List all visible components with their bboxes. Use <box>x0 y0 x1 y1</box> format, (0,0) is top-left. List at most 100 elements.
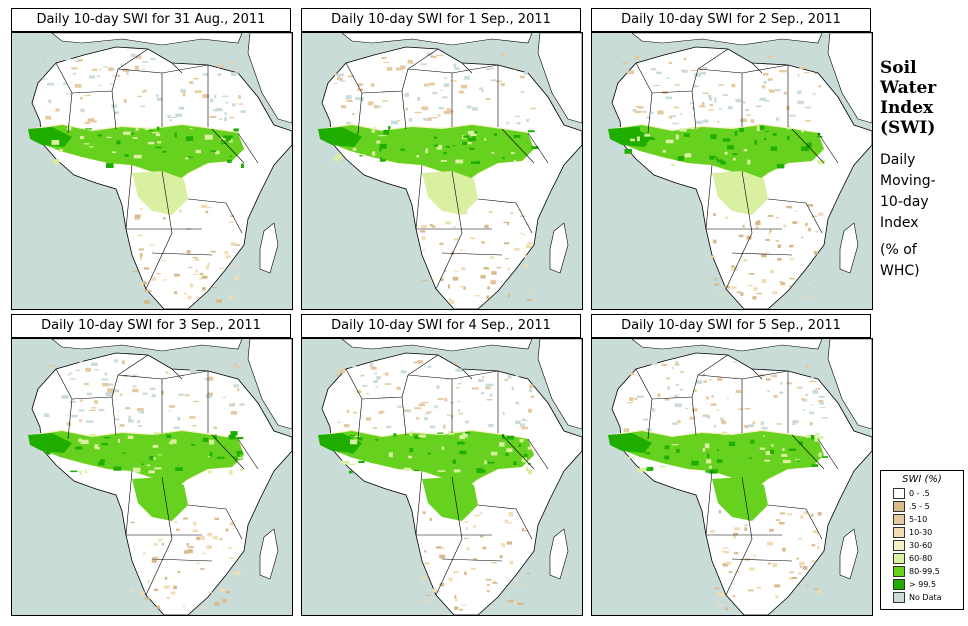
wet-patch <box>472 135 476 139</box>
dry-patch <box>503 603 509 606</box>
dry-patch <box>134 65 139 70</box>
dry-patch <box>471 107 478 111</box>
dry-patch <box>113 359 118 363</box>
dry-patch <box>74 84 82 88</box>
dry-patch <box>144 289 150 292</box>
dry-patch <box>163 585 170 589</box>
dry-patch <box>485 387 491 390</box>
dry-patch <box>137 234 143 237</box>
dry-patch <box>405 107 408 111</box>
dry-patch <box>338 369 346 374</box>
dry-patch <box>71 67 78 70</box>
dry-patch <box>421 279 428 281</box>
dry-patch <box>717 120 720 123</box>
dry-patch <box>137 408 144 412</box>
dry-patch <box>755 226 759 230</box>
wet-patch <box>227 159 232 163</box>
dry-patch <box>345 95 352 100</box>
dry-patch <box>396 386 401 390</box>
wet-patch <box>106 136 112 138</box>
dry-patch <box>499 55 504 57</box>
dry-patch <box>674 394 678 398</box>
wet-patch <box>85 128 93 130</box>
wet-patch <box>209 439 215 445</box>
wet-patch <box>645 452 651 455</box>
wet-patch <box>513 461 517 466</box>
dry-patch <box>727 398 730 400</box>
dry-patch <box>490 280 496 285</box>
legend-item: 0 - .5 <box>893 488 961 499</box>
dry-patch <box>480 241 484 243</box>
dry-patch <box>527 242 534 245</box>
dry-patch <box>214 602 220 606</box>
wet-patch <box>660 465 666 468</box>
dry-patch <box>718 84 724 86</box>
wet-patch <box>416 155 420 158</box>
dry-patch <box>161 542 164 546</box>
dry-patch <box>463 286 466 290</box>
dry-patch <box>457 409 460 412</box>
saturated-patch <box>608 433 652 453</box>
dry-patch <box>805 393 808 396</box>
dry-patch <box>167 114 171 119</box>
arabia-land <box>247 339 292 430</box>
dry-patch <box>453 238 459 241</box>
dry-patch <box>452 276 459 281</box>
dry-patch <box>473 524 476 528</box>
dry-patch <box>63 82 67 85</box>
wet-patch <box>379 144 387 149</box>
dry-patch <box>114 111 120 114</box>
dry-patch <box>73 72 76 75</box>
dry-patch <box>524 71 528 75</box>
dry-patch <box>232 402 235 407</box>
dry-patch <box>794 210 797 212</box>
dry-patch <box>436 385 440 389</box>
wet-patch <box>155 133 161 137</box>
dry-patch <box>776 117 780 121</box>
wet-patch <box>358 460 365 463</box>
dry-patch <box>709 97 713 101</box>
dry-patch <box>774 584 781 588</box>
country-border <box>211 434 245 470</box>
dry-patch <box>635 106 642 108</box>
wet-patch <box>53 159 60 164</box>
dry-patch <box>792 421 796 423</box>
dry-patch <box>740 292 744 296</box>
dry-patch <box>417 360 424 364</box>
wet-patch <box>380 157 383 161</box>
wet-patch <box>229 155 232 158</box>
wet-patch <box>527 469 532 475</box>
dry-patch <box>653 85 661 87</box>
legend-label: > 99.5 <box>909 580 937 589</box>
dry-patch <box>804 120 812 122</box>
country-border <box>401 90 407 130</box>
dry-patch <box>670 115 677 118</box>
dry-patch <box>187 295 192 300</box>
dry-patch <box>495 80 502 83</box>
wet-patch <box>413 469 420 472</box>
dry-patch <box>386 67 393 71</box>
side-sub-line: Index <box>880 215 919 231</box>
wet-patch <box>436 145 442 150</box>
country-border <box>731 252 793 256</box>
dry-patch <box>200 568 205 570</box>
dry-patch <box>706 414 710 419</box>
wet-patch <box>230 431 238 436</box>
dry-patch <box>802 409 807 411</box>
dry-patch <box>360 97 364 101</box>
dry-patch <box>789 258 795 261</box>
wet-patch <box>111 151 116 153</box>
dry-patch <box>80 108 85 113</box>
dry-patch <box>156 94 159 98</box>
dry-patch <box>745 114 751 116</box>
dry-patch <box>765 238 770 241</box>
dry-patch <box>370 366 377 370</box>
dry-patch <box>416 417 420 420</box>
country-border <box>691 90 697 130</box>
wet-patch <box>462 141 468 145</box>
wet-patch <box>671 163 675 166</box>
dry-patch <box>225 101 229 104</box>
wet-patch <box>720 162 727 165</box>
dry-patch <box>434 405 438 409</box>
dry-patch <box>404 92 409 97</box>
